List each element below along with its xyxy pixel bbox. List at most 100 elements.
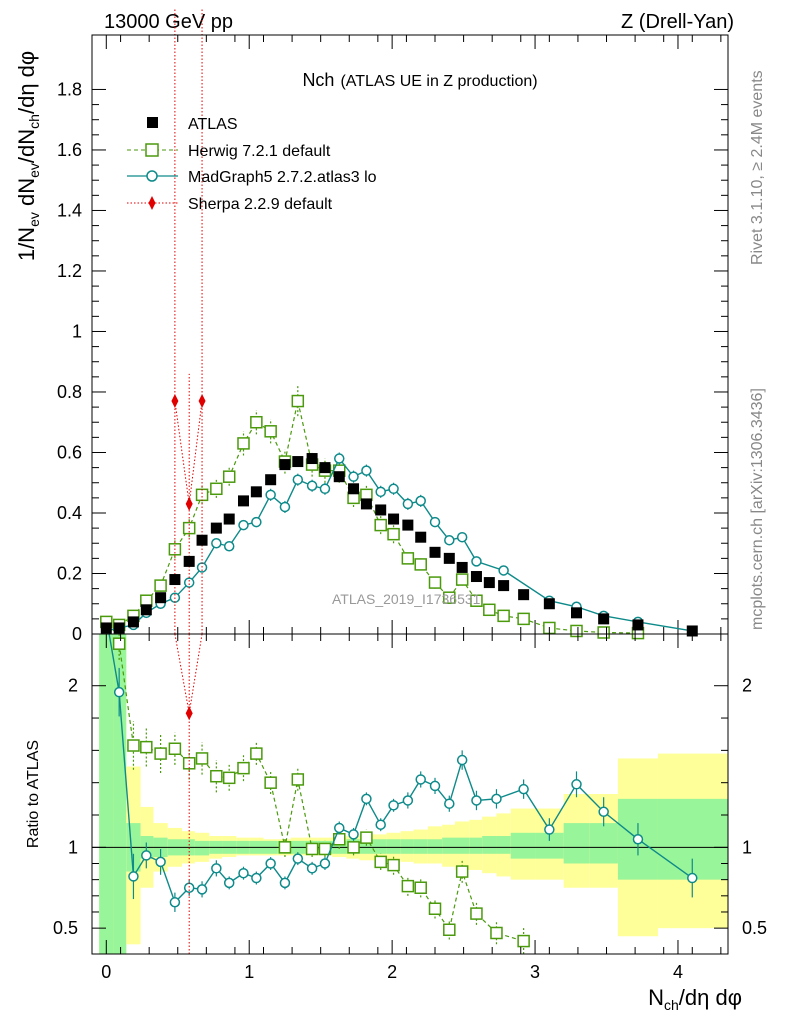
madgraph-point — [388, 483, 399, 495]
atlas-point — [155, 592, 167, 604]
ratio-herwig-point — [264, 776, 277, 789]
herwig-point — [374, 518, 387, 532]
herwig-point — [517, 612, 530, 626]
herwig-point — [250, 415, 263, 429]
ratio-ytick-label-right: 2 — [742, 676, 752, 696]
ratio-herwig-point — [414, 881, 427, 894]
main-ytick-label: 0.8 — [57, 382, 82, 402]
ratio-madgraph-point — [375, 819, 386, 830]
main-ytick-label: 1 — [72, 321, 82, 341]
legend-sherpa-label: Sherpa 2.2.9 default — [188, 196, 333, 213]
ratio-madgraph-point — [319, 858, 331, 869]
ratio-madgraph-point — [471, 795, 482, 806]
watermark: ATLAS_2019_I1736531 — [332, 591, 481, 607]
herwig-point — [222, 470, 236, 483]
madgraph-point — [334, 453, 345, 464]
atlas-point — [100, 622, 112, 634]
ratio-frame — [91, 633, 729, 955]
ratio-madgraph-point — [456, 754, 468, 766]
madgraph-point — [265, 489, 276, 501]
ratio-ytick-label: 2 — [68, 676, 78, 696]
main-ytick-label: 1.6 — [57, 140, 82, 160]
ratio-herwig-point — [443, 923, 456, 937]
ratio-herwig-point — [305, 842, 319, 856]
ratio-sherpa-series — [174, 633, 203, 954]
madgraph-point — [375, 486, 386, 498]
ratio-madgraph-point — [128, 871, 139, 882]
legend-herwig: Herwig 7.2.1 default — [127, 143, 331, 160]
ratio-ytick-label-right: 1 — [742, 837, 752, 857]
ratio-herwig-point — [387, 858, 400, 872]
atlas-point — [113, 622, 125, 634]
ratio-madgraph-point — [348, 829, 359, 840]
ratio-band-inner — [386, 839, 401, 854]
atlas-point — [360, 498, 372, 510]
atlas-point — [632, 619, 644, 631]
atlas-point — [210, 522, 222, 534]
herwig-point — [210, 482, 223, 496]
ratio-herwig-point — [455, 865, 469, 878]
herwig-point — [401, 552, 415, 565]
atlas-point — [333, 471, 345, 483]
ratio-herwig-point — [278, 841, 292, 854]
madgraph-point — [348, 471, 359, 482]
ratio-madgraph-point — [429, 780, 441, 792]
madgraph-point — [402, 498, 414, 510]
ratio-series — [108, 633, 698, 954]
ratio-madgraph-series — [108, 633, 698, 912]
ratio-band-inner — [400, 839, 414, 854]
sherpa-point — [185, 496, 193, 511]
madgraph-point — [183, 577, 195, 588]
atlas-point — [498, 580, 510, 592]
atlas-point — [470, 571, 482, 583]
madgraph-point — [429, 516, 441, 528]
ratio-madgraph-point — [265, 858, 276, 869]
ratio-herwig-point — [470, 907, 483, 920]
ratio-ytick-label-right: 0.5 — [742, 918, 767, 938]
ratio-herwig-point — [112, 637, 126, 650]
atlas-point — [429, 546, 441, 558]
atlas-point — [223, 513, 235, 525]
plot-title-main: Nch — [302, 70, 334, 90]
ratio-herwig-point — [237, 761, 250, 775]
ratio-herwig-point — [517, 934, 530, 948]
madgraph-point — [498, 565, 509, 576]
atlas-point — [598, 613, 610, 625]
ratio-madgraph-point — [444, 798, 455, 809]
herwig-point — [428, 576, 442, 589]
main-ytick-label: 1.2 — [57, 261, 82, 281]
ratio-band-inner — [427, 839, 443, 854]
herwig-point — [237, 437, 250, 450]
atlas-point — [169, 574, 181, 586]
ratio-ytick-label: 0.5 — [53, 918, 78, 938]
atlas-point — [183, 555, 195, 567]
x-axis-label: Nch/dη dφ — [648, 985, 742, 1013]
atlas-point — [483, 577, 495, 589]
legend-madgraph-marker — [146, 170, 158, 182]
atlas-point — [279, 459, 291, 471]
ratio-madgraph-point — [251, 872, 262, 884]
madgraph-point — [238, 519, 249, 531]
herwig-point — [195, 488, 209, 502]
ratio-xtick-label: 0 — [101, 962, 111, 982]
atlas-point — [443, 552, 455, 564]
ratio-band-inner — [469, 837, 483, 854]
herwig-series — [100, 385, 645, 640]
herwig-point — [154, 579, 167, 592]
plot-title: Nch (ATLAS UE in Z production) — [302, 70, 537, 90]
ratio-xtick-label: 2 — [387, 962, 397, 982]
ratio-band-inner — [657, 798, 728, 880]
header-left: 13000 GeV pp — [104, 11, 233, 33]
plot-title-sub: (ATLAS UE in Z production) — [340, 73, 537, 90]
ratio-band-inner — [194, 840, 210, 856]
herwig-point — [414, 558, 427, 571]
atlas-point — [127, 616, 139, 628]
atlas-point — [292, 456, 304, 468]
ratio-madgraph-point — [223, 877, 235, 889]
ratio-madgraph-point — [238, 867, 249, 879]
ratio-madgraph-point — [598, 806, 609, 818]
atlas-point — [543, 598, 555, 610]
ratio-y-ticks: 0.5 0.5 1 1 2 2 — [53, 676, 767, 938]
sherpa-point — [198, 394, 206, 409]
legend-atlas: ATLAS — [147, 116, 238, 133]
